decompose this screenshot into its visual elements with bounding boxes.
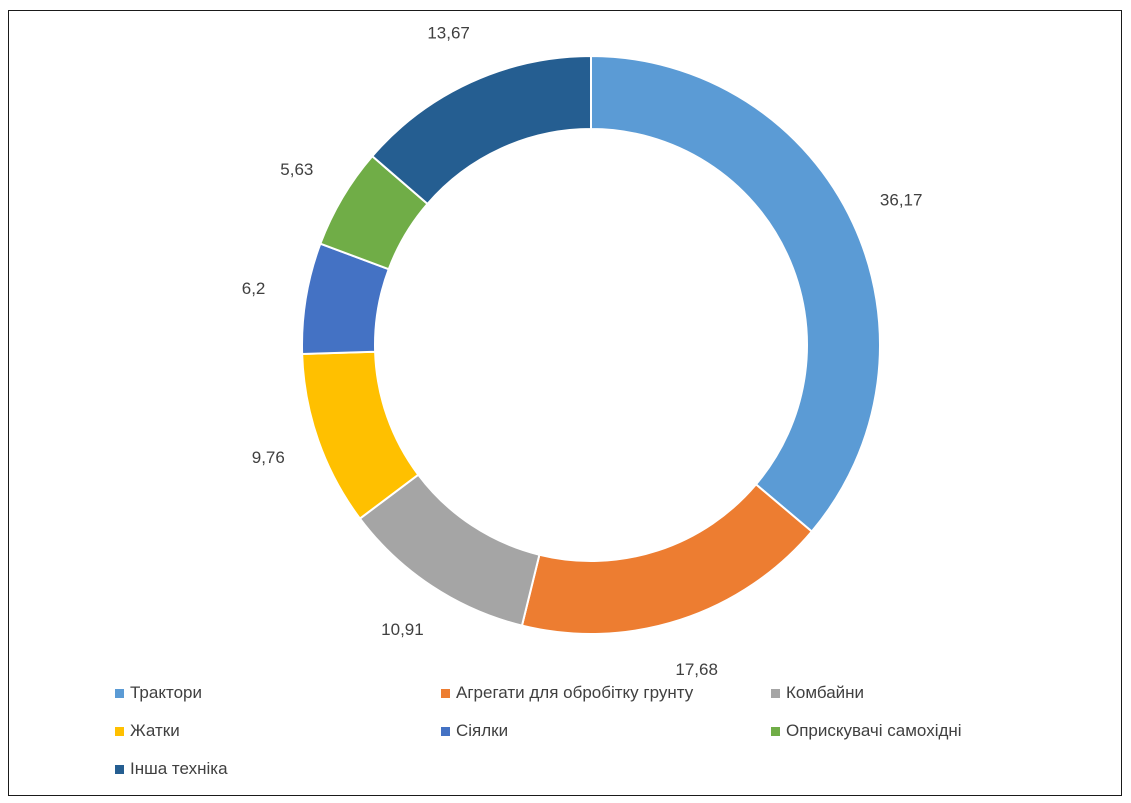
data-label-7: 13,67: [427, 24, 470, 43]
data-label-5: 6,2: [242, 279, 266, 298]
chart-frame: [8, 10, 1122, 796]
legend-label: Сіялки: [456, 721, 509, 740]
legend-swatch: [115, 688, 124, 698]
legend-label: Комбайни: [786, 683, 865, 702]
slice-7: [370, 54, 592, 206]
legend-label: Оприскувачі самохідні: [786, 721, 962, 740]
legend-label: Агрегати для обробітку грунту: [456, 683, 694, 702]
legend-item-1: Трактори: [115, 683, 202, 703]
legend-swatch: [441, 688, 450, 698]
legend-swatch: [115, 726, 124, 736]
legend-item-4: Жатки: [115, 721, 180, 741]
data-label-4: 9,76: [252, 448, 285, 467]
data-label-2: 17,68: [675, 660, 718, 679]
legend-label: Трактори: [130, 683, 202, 702]
legend-item-2: Агрегати для обробітку грунту: [441, 683, 693, 703]
legend-label: Інша техніка: [130, 759, 228, 778]
slice-1: [590, 54, 881, 533]
legend-item-3: Комбайни: [771, 683, 864, 703]
data-label-1: 36,17: [880, 190, 923, 209]
legend-item-7: Інша техніка: [115, 759, 228, 779]
legend-swatch: [115, 764, 124, 774]
legend-swatch: [771, 688, 780, 698]
legend-item-5: Сіялки: [441, 721, 508, 741]
legend-swatch: [771, 726, 780, 736]
legend-swatch: [441, 726, 450, 736]
data-label-3: 10,91: [381, 620, 424, 639]
legend-label: Жатки: [130, 721, 180, 740]
legend-item-6: Оприскувачі самохідні: [771, 721, 962, 741]
data-label-6: 5,63: [280, 160, 313, 179]
